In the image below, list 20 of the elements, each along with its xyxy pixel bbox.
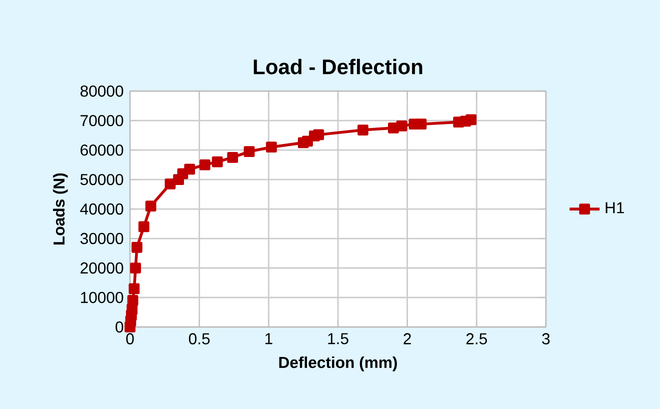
y-tick-label: 70000: [80, 114, 124, 126]
y-tick-label: 60000: [80, 144, 124, 156]
y-tick-label: 30000: [80, 232, 124, 244]
legend-label: H1: [606, 202, 624, 214]
y-tick-label: 10000: [81, 292, 124, 304]
x-tick-label: 3: [542, 333, 550, 344]
y-tick-label: 0: [116, 321, 124, 333]
y-axis-title: Loads (N): [53, 173, 68, 244]
x-tick-label: 0.5: [188, 333, 210, 344]
x-tick-label: 2.5: [466, 333, 487, 344]
chart-title: Load - Deflection: [254, 58, 422, 74]
y-tick-label: 20000: [80, 262, 124, 274]
y-tick-label: 40000: [80, 203, 124, 215]
y-tick-label: 80000: [80, 85, 124, 97]
x-axis-title: Deflection (mm): [279, 356, 397, 372]
x-tick-label: 0: [126, 333, 134, 344]
y-tick-label: 50000: [80, 174, 124, 186]
x-tick-label: 1.5: [328, 333, 348, 344]
x-tick-label: 1: [265, 333, 272, 344]
x-tick-label: 2: [404, 333, 411, 344]
